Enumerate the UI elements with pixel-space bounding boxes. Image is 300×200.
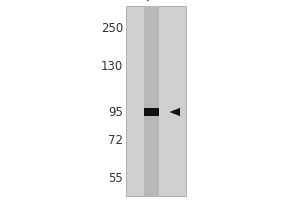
Polygon shape [169, 108, 180, 116]
Bar [144, 6, 159, 196]
Text: HepG2: HepG2 [130, 0, 173, 1]
Text: 130: 130 [101, 60, 123, 73]
Text: 95: 95 [108, 106, 123, 118]
Text: 55: 55 [108, 172, 123, 186]
Bar [126, 6, 186, 196]
Text: 250: 250 [101, 21, 123, 34]
Bar [144, 108, 159, 116]
Text: 72: 72 [108, 134, 123, 148]
